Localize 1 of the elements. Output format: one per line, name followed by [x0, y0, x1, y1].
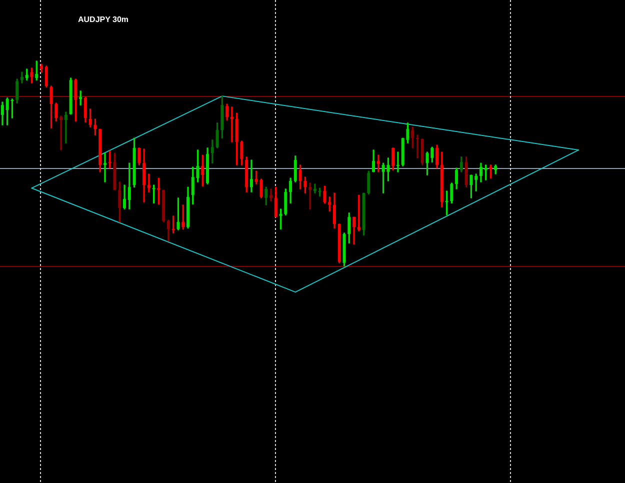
chart-title: AUDJPY 30m	[78, 15, 129, 25]
